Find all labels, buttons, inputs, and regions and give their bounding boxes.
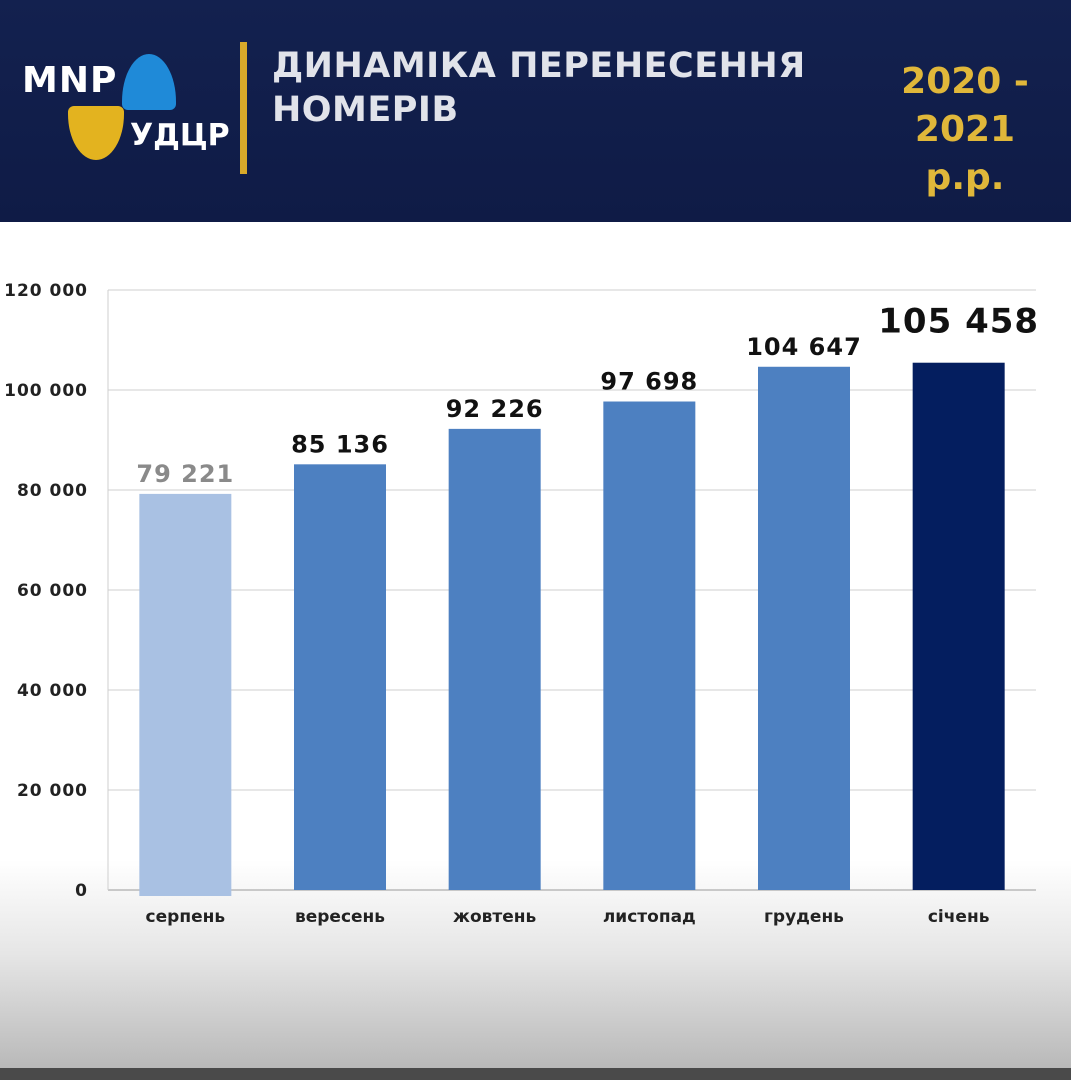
y-tick-label: 60 000 xyxy=(17,581,88,601)
bar xyxy=(603,401,696,890)
x-tick-label: жовтень xyxy=(453,907,536,927)
bottom-bar xyxy=(0,1068,1071,1080)
data-label: 92 226 xyxy=(446,395,544,423)
data-label: 79 221 xyxy=(136,460,234,488)
y-tick-label: 20 000 xyxy=(17,781,88,801)
x-tick-label: грудень xyxy=(764,907,844,927)
data-label: 104 647 xyxy=(746,333,862,361)
data-label: 105 458 xyxy=(878,302,1039,342)
x-tick-label: серпень xyxy=(146,907,226,927)
x-tick-label: січень xyxy=(928,907,990,927)
y-tick-label: 40 000 xyxy=(17,681,88,701)
data-label: 97 698 xyxy=(600,368,698,396)
bar xyxy=(139,493,232,896)
header-divider xyxy=(240,42,247,174)
x-tick-label: вересень xyxy=(295,907,385,927)
y-tick-label: 120 000 xyxy=(4,281,88,301)
y-tick-label: 80 000 xyxy=(17,481,88,501)
logo-text: MNP xyxy=(22,60,118,101)
y-tick-label: 0 xyxy=(75,881,88,901)
y-tick-label: 100 000 xyxy=(4,381,88,401)
data-label: 85 136 xyxy=(291,430,389,458)
bar xyxy=(912,362,1005,891)
year-range-line1: 2020 - xyxy=(901,61,1029,102)
year-range-line2: 2021 xyxy=(914,109,1016,150)
year-range-line3: р.р. xyxy=(925,157,1005,198)
bar xyxy=(448,428,541,890)
header-banner: MNP УДЦР ДИНАМІКА ПЕРЕНЕСЕННЯ НОМЕРІВ 20… xyxy=(0,0,1071,222)
bar xyxy=(758,366,850,890)
logo-subtext: УДЦР xyxy=(130,118,230,153)
year-range: 2020 - 2021 р.р. xyxy=(880,58,1050,202)
bar xyxy=(294,464,386,890)
x-tick-label: листопад xyxy=(603,907,696,927)
page-title: ДИНАМІКА ПЕРЕНЕСЕННЯ НОМЕРІВ xyxy=(272,46,806,130)
